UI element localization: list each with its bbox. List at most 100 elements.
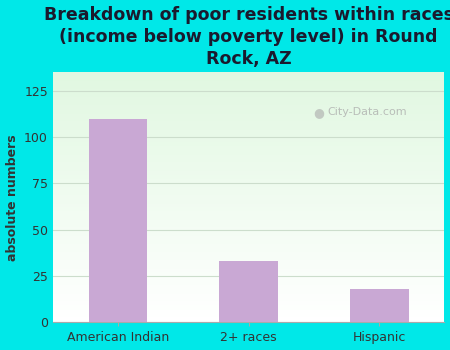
Bar [53, 144, 445, 145]
Bar [53, 290, 445, 291]
Bar [53, 286, 445, 287]
Bar [53, 245, 445, 246]
Bar [53, 102, 445, 104]
Bar [53, 291, 445, 292]
Bar [53, 280, 445, 281]
Bar [53, 230, 445, 231]
Bar [53, 124, 445, 125]
Bar [53, 162, 445, 163]
Bar [53, 141, 445, 142]
Bar [53, 100, 445, 101]
Bar [53, 187, 445, 189]
Bar [53, 97, 445, 99]
Bar [53, 228, 445, 229]
Title: Breakdown of poor residents within races
(income below poverty level) in Round
R: Breakdown of poor residents within races… [44, 6, 450, 68]
Bar [53, 272, 445, 274]
Bar [53, 87, 445, 89]
Bar [53, 127, 445, 128]
Bar [53, 261, 445, 262]
Bar [53, 321, 445, 322]
Bar [53, 108, 445, 110]
Bar [53, 139, 445, 140]
Bar [53, 125, 445, 126]
Bar [53, 302, 445, 304]
Bar [53, 240, 445, 241]
Bar [53, 281, 445, 282]
Bar [53, 212, 445, 214]
Bar [53, 295, 445, 296]
Bar [53, 317, 445, 318]
Bar [53, 244, 445, 245]
Bar [53, 196, 445, 197]
Bar [53, 131, 445, 132]
Bar [53, 134, 445, 135]
Bar [53, 130, 445, 131]
Bar [53, 294, 445, 295]
Bar [53, 113, 445, 115]
Bar [53, 135, 445, 136]
Bar [53, 206, 445, 207]
Bar [53, 284, 445, 285]
Bar [53, 216, 445, 217]
Bar [53, 233, 445, 235]
Bar [53, 167, 445, 169]
Bar [53, 259, 445, 260]
Bar [53, 152, 445, 154]
Bar [53, 159, 445, 160]
Bar [53, 106, 445, 107]
Bar [53, 279, 445, 280]
Bar [53, 126, 445, 127]
Bar [53, 214, 445, 215]
Bar [53, 243, 445, 244]
Bar [53, 85, 445, 86]
Bar [53, 313, 445, 314]
Bar [53, 197, 445, 198]
Bar [53, 306, 445, 307]
Bar [53, 89, 445, 90]
Bar [53, 299, 445, 300]
Bar [53, 315, 445, 316]
Bar [53, 260, 445, 261]
Bar [53, 320, 445, 321]
Bar [53, 163, 445, 165]
Bar [53, 250, 445, 251]
Bar [53, 184, 445, 185]
Bar [53, 289, 445, 290]
Bar [53, 264, 445, 265]
Bar [53, 174, 445, 175]
Bar [53, 254, 445, 255]
Bar [53, 248, 445, 250]
Bar [53, 210, 445, 211]
Bar [53, 115, 445, 116]
Bar [53, 90, 445, 91]
Bar [53, 147, 445, 149]
Bar [53, 116, 445, 117]
Bar [53, 309, 445, 310]
Bar [53, 307, 445, 309]
Bar [53, 75, 445, 76]
Bar [53, 160, 445, 161]
Bar [53, 146, 445, 147]
Bar [53, 176, 445, 177]
Bar [53, 189, 445, 190]
Bar [53, 112, 445, 113]
Bar [53, 265, 445, 266]
Bar [53, 271, 445, 272]
Bar [53, 252, 445, 254]
Bar [53, 110, 445, 111]
Bar [53, 132, 445, 134]
Bar [53, 105, 445, 106]
Bar [53, 298, 445, 299]
Bar [53, 93, 445, 95]
Bar [53, 142, 445, 144]
Bar [89, 119, 148, 322]
Bar [53, 76, 445, 77]
Bar [53, 204, 445, 205]
Bar [53, 186, 445, 187]
Bar [53, 257, 445, 259]
Bar [53, 276, 445, 278]
Bar [53, 190, 445, 191]
Bar [53, 80, 445, 81]
Bar [53, 247, 445, 248]
Bar [53, 136, 445, 137]
